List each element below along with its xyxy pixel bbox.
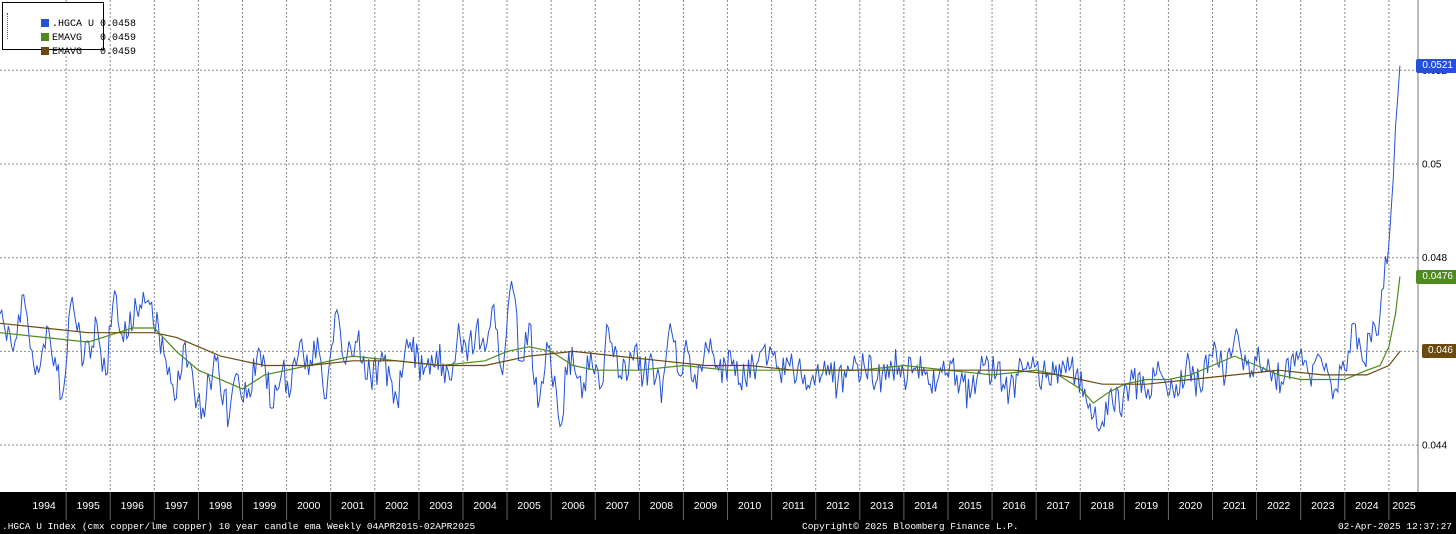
last-value-badge-emavg-1: 0.0476 xyxy=(1416,269,1456,284)
x-tick-label: 2016 xyxy=(1002,500,1026,512)
series-line-emavg-2 xyxy=(0,322,1401,385)
x-tick-label: 2006 xyxy=(562,500,586,512)
legend-item-emavg-2[interactable]: EMAVG 0.0459 xyxy=(17,35,136,58)
y-tick-label: 0.05 xyxy=(1422,160,1442,171)
legend-swatch xyxy=(41,19,50,27)
x-tick-label: 2018 xyxy=(1091,500,1115,512)
x-tick-label: 2013 xyxy=(870,500,894,512)
x-tick-label: 2014 xyxy=(914,500,938,512)
x-tick-label: 2017 xyxy=(1047,500,1071,512)
legend-label: .HGCA U xyxy=(52,19,95,30)
footer-description: .HGCA U Index (cmx copper/lme copper) 10… xyxy=(2,521,476,532)
footer-bar: .HGCA U Index (cmx copper/lme copper) 10… xyxy=(0,520,1456,534)
x-tick-label: 2015 xyxy=(958,500,982,512)
x-axis: 1994 1995 1996 1997 1998 1999 2000 2001 2002 2003… xyxy=(0,492,1456,520)
x-tick-label: 2019 xyxy=(1135,500,1159,512)
legend-tree-line xyxy=(7,13,13,39)
footer-timestamp: 02-Apr-2025 12:37:27 xyxy=(1337,521,1452,532)
legend-swatch xyxy=(41,33,50,41)
x-tick-label: 2021 xyxy=(1223,500,1247,512)
x-tick-label: 2005 xyxy=(517,500,541,512)
x-tick-label: 2025 xyxy=(1392,500,1416,512)
x-tick-label: 2020 xyxy=(1179,500,1203,512)
series-layer xyxy=(0,65,1401,432)
last-value-badge-emavg-2: 0.046 xyxy=(1421,344,1456,359)
x-tick-label: 2022 xyxy=(1267,500,1291,512)
x-tick-label: 2002 xyxy=(385,500,409,512)
x-tick-label: 2024 xyxy=(1355,500,1379,512)
x-tick-label: 2009 xyxy=(694,500,718,512)
x-tick-label: 2000 xyxy=(297,500,321,512)
x-tick-label: 2007 xyxy=(606,500,630,512)
x-tick-label: 2010 xyxy=(738,500,762,512)
x-tick-label: 1997 xyxy=(165,500,189,512)
grid xyxy=(0,0,1418,492)
x-tick-label: 2012 xyxy=(826,500,850,512)
footer-copyright: Copyright© 2025 Bloomberg Finance L.P. xyxy=(802,521,1019,532)
y-tick-label: 0.044 xyxy=(1422,441,1447,452)
x-tick-label: 2011 xyxy=(782,500,805,512)
x-tick-label: 2023 xyxy=(1311,500,1335,512)
legend-label: EMAVG xyxy=(52,47,83,58)
x-tick-label: 1995 xyxy=(77,500,101,512)
x-tick-label: 1998 xyxy=(209,500,233,512)
x-tick-label: 2004 xyxy=(473,500,497,512)
series-line-hgca xyxy=(0,65,1401,432)
legend-value: 0.0459 xyxy=(100,33,137,44)
legend-item-emavg-1[interactable]: EMAVG 0.0459 xyxy=(17,21,136,44)
legend-value: 0.0459 xyxy=(100,47,137,58)
x-tick-label: 2001 xyxy=(341,500,365,512)
legend-item-hgca[interactable]: .HGCA U 0.0458 xyxy=(17,7,136,30)
legend-label: EMAVG xyxy=(52,33,83,44)
x-tick-label: 2003 xyxy=(429,500,453,512)
legend-swatch xyxy=(41,47,50,55)
y-tick-label: 0.048 xyxy=(1422,253,1447,264)
x-tick-label: 2008 xyxy=(650,500,674,512)
x-tick-label: 1996 xyxy=(121,500,145,512)
legend-value: 0.0458 xyxy=(100,19,137,30)
x-tick-label: 1994 xyxy=(32,500,56,512)
legend: .HGCA U 0.0458 EMAVG 0.0459 EMAVG 0.0459 xyxy=(2,2,136,58)
x-tick-label: 1999 xyxy=(253,500,277,512)
last-value-badge-hgca: 0.0521 xyxy=(1416,58,1456,73)
